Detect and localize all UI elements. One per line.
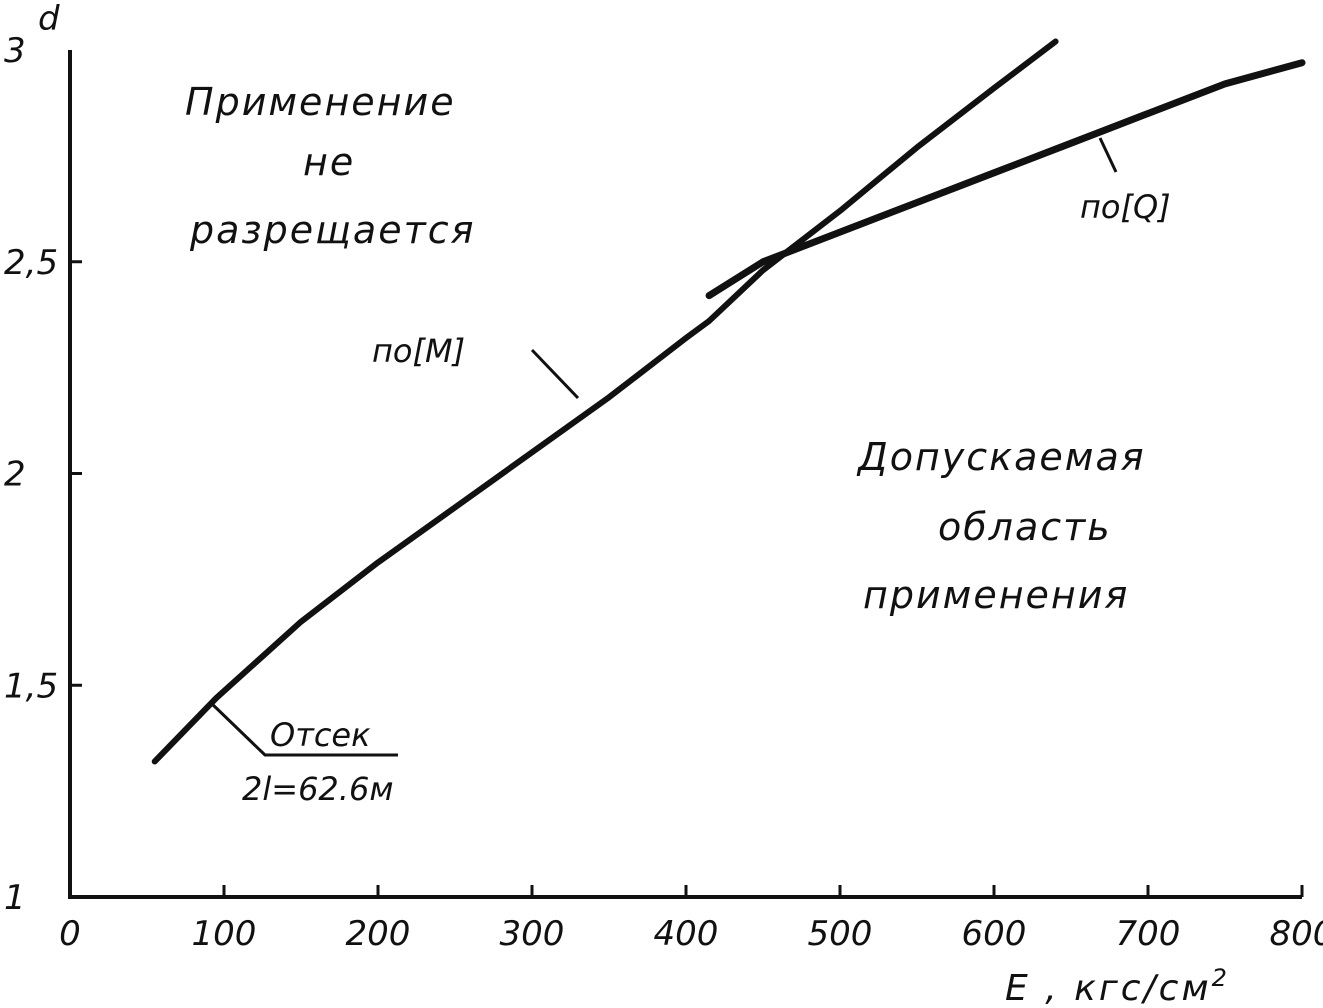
y-tick-label: 2,5 (4, 243, 58, 283)
series-label-Q: по[Q] (1080, 188, 1171, 226)
label-by-M: по[M] (372, 332, 580, 400)
region-allowed-line-1: Допускаемая (856, 435, 1146, 479)
x-tick-label: 500 (808, 914, 873, 954)
region-not-allowed-line-3: разрещается (189, 208, 475, 252)
x-tick-label: 600 (962, 914, 1027, 954)
compartment-annotation: Отсек 2l=62.6м (208, 700, 398, 808)
x-tick-label: 300 (500, 914, 565, 954)
label-by-Q: по[Q] (1080, 137, 1171, 226)
series-line-1 (705, 59, 1306, 300)
region-allowed-line-3: применения (863, 573, 1129, 617)
ticks: 0 100 200 300 400 500 600 700 800 1 1,5 2 2,5 3 (4, 31, 1323, 954)
x-tick-label: 800 (1270, 914, 1323, 954)
x-axis-label-superscript: 2 (1212, 964, 1230, 992)
x-axis-label: E , кгс/см2 (1005, 964, 1230, 1008)
x-tick-label: 400 (654, 914, 719, 954)
x-tick-label: 200 (346, 914, 411, 954)
y-axis-label: d (38, 0, 60, 39)
x-tick-label: 0 (59, 914, 81, 954)
region-not-allowed-line-1: Применение (185, 80, 456, 124)
series-label-M: по[M] (372, 332, 465, 370)
y-tick-label: 1,5 (4, 666, 58, 706)
region-not-allowed-line-2: не (303, 140, 355, 184)
series-lines (151, 38, 1306, 765)
region-not-allowed: Применение не разрещается (185, 80, 475, 252)
y-tick-label: 2 (4, 455, 26, 495)
x-tick-label: 100 (192, 914, 257, 954)
compartment-title: Отсек (270, 716, 371, 754)
x-tick-label: 700 (1116, 914, 1181, 954)
region-allowed-line-2: область (938, 505, 1112, 549)
leader-M (530, 348, 580, 400)
region-allowed: Допускаемая область применения (856, 435, 1146, 617)
series-line-0 (151, 38, 1059, 765)
y-tick-label: 1 (4, 878, 26, 918)
y-tick-label: 3 (4, 31, 26, 71)
compartment-value: 2l=62.6м (242, 770, 393, 808)
leader-Q (1098, 137, 1118, 173)
compartment-leader (208, 700, 398, 757)
